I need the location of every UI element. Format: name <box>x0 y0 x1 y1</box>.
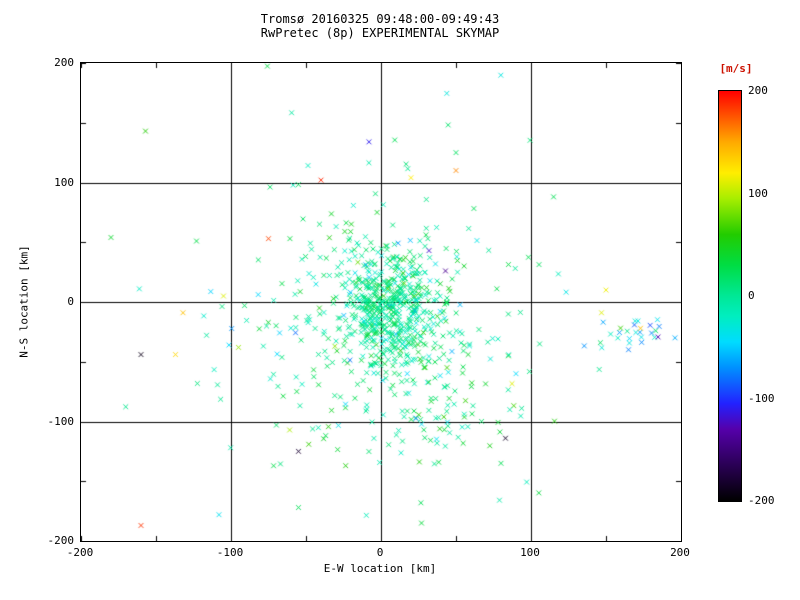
x-tick-label: -100 <box>216 546 244 559</box>
y-tick-label: -100 <box>47 414 75 428</box>
colorbar-tick-label: 0 <box>748 289 755 302</box>
y-tick-label: 100 <box>54 175 74 189</box>
x-tick-label: 100 <box>520 546 540 559</box>
colorbar-tick-label: 100 <box>748 186 768 200</box>
plot-area <box>80 62 682 542</box>
x-tick-label: -200 <box>66 546 94 559</box>
x-tick-label: 200 <box>670 546 690 559</box>
scatter-canvas <box>81 63 681 541</box>
x-axis-label: E-W location [km] <box>323 562 437 575</box>
plot-subtitle: RwPretec (8p) EXPERIMENTAL SKYMAP <box>260 26 500 40</box>
y-tick-label: 0 <box>67 295 74 308</box>
y-tick-label: -200 <box>47 534 75 547</box>
colorbar-tick-label: -100 <box>748 391 775 405</box>
colorbar <box>718 90 742 502</box>
x-tick-label: 0 <box>376 546 384 559</box>
plot-title: Tromsø 20160325 09:48:00-09:49:43 <box>260 12 500 26</box>
y-axis-label: N-S location [km] <box>17 245 31 358</box>
colorbar-units-label: [m/s] <box>719 62 753 75</box>
colorbar-tick-label: -200 <box>748 494 775 507</box>
colorbar-tick-label: 200 <box>748 84 768 97</box>
y-tick-label: 200 <box>54 56 74 69</box>
